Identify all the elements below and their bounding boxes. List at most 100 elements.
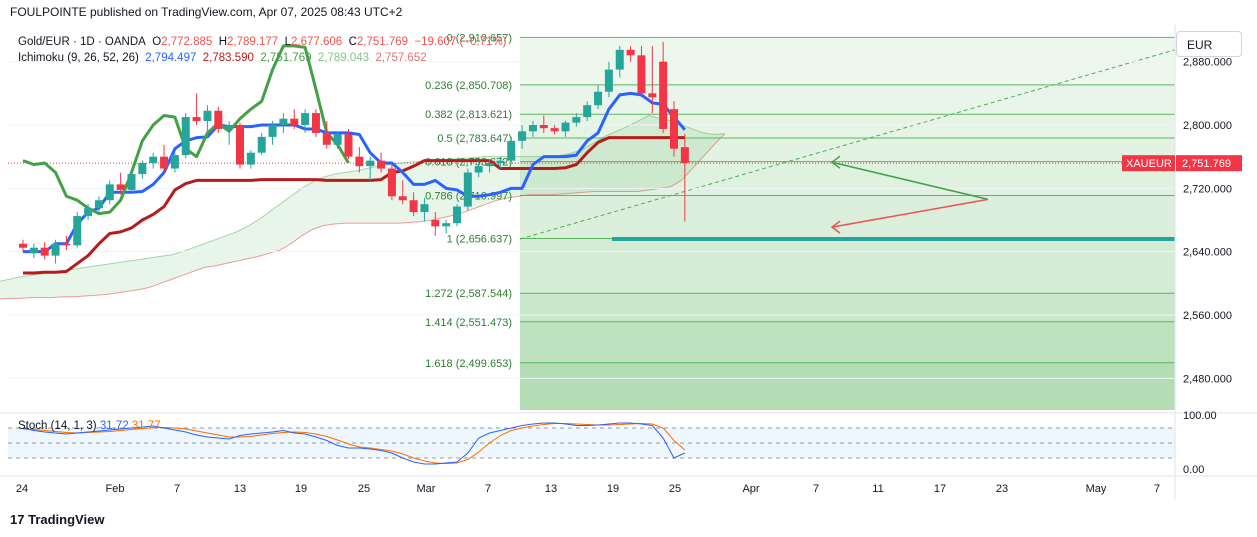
tradingview-logo[interactable]: 17 TradingView	[10, 512, 104, 527]
fib-label-1.414: 1.414 (2,551.473)	[425, 317, 512, 329]
stoch-d-line	[22, 422, 686, 465]
stoch-tick-label: 0.00	[1183, 464, 1204, 476]
green-arrowhead	[830, 155, 841, 169]
candle-body	[138, 163, 147, 175]
fib-trend-line	[519, 49, 1176, 240]
span-a-value: 2,789.043	[317, 52, 370, 64]
open-value: 2,772.885	[161, 36, 213, 48]
candle-body	[615, 49, 624, 70]
price-tick-label: 2,640.000	[1183, 247, 1232, 259]
candle-body	[680, 147, 689, 163]
candlestick-series	[19, 41, 689, 264]
candle-body	[203, 110, 212, 122]
candle-body	[604, 69, 613, 92]
low-label: L	[284, 36, 291, 48]
candle-body	[214, 110, 223, 129]
senkou-span-b	[0, 133, 726, 300]
candle-body	[377, 160, 386, 169]
green-arrow-line	[831, 161, 989, 201]
candle-body	[453, 206, 461, 224]
stoch-tick-label: 100.00	[1183, 410, 1217, 422]
symbol-title[interactable]: Gold/EUR · 1D · OANDA	[18, 36, 146, 48]
time-tick-label: May	[1086, 483, 1107, 495]
candle-body	[485, 163, 494, 167]
candle-body	[246, 152, 255, 165]
price-axis: 2,880.000 2,800.000 2,720.000 2,640.000 2,56…	[1122, 25, 1242, 500]
candle-body	[355, 156, 364, 167]
candle-body	[670, 109, 678, 149]
candle-body	[279, 118, 288, 125]
candle-body	[387, 168, 396, 197]
candle-body	[160, 156, 169, 169]
candle-body	[301, 113, 310, 125]
stoch-legend: Stoch (14, 1, 3) 31.72 31.77	[18, 420, 161, 432]
candle-body	[236, 125, 244, 165]
candle-body	[290, 118, 299, 125]
price-tick-label: 2,720.000	[1183, 183, 1232, 195]
time-tick-label: 23	[996, 483, 1008, 495]
candle-body	[518, 131, 527, 141]
candle-body	[192, 117, 201, 122]
symbol-legend: Gold/EUR · 1D · OANDA O2,772.885 H 2,789.…	[18, 34, 507, 66]
candle-body	[561, 122, 570, 132]
kijun-value: 2,783.590	[202, 52, 254, 64]
close-label: C	[348, 36, 357, 48]
tv-logo-icon: 17	[10, 512, 25, 527]
ichimoku-title[interactable]: Ichimoku (9, 26, 52, 26)	[18, 52, 139, 64]
candle-body	[333, 134, 342, 145]
fib-label-0: 0 (2,910.657)	[447, 32, 512, 44]
fib-label-0.236: 0.236 (2,850.708)	[425, 80, 512, 92]
candle-body	[594, 91, 603, 106]
candle-body	[420, 204, 429, 213]
candle-body	[127, 174, 136, 190]
candle-body	[149, 156, 158, 163]
candle-body	[463, 172, 472, 207]
time-tick-label: 7	[174, 483, 180, 495]
close-value: 2,751.769	[356, 36, 409, 48]
tv-brand-label: TradingView	[28, 512, 105, 527]
candle-body	[572, 117, 581, 123]
time-tick-label: 11	[872, 483, 883, 495]
tenkan-value: 2,794.497	[145, 52, 197, 64]
drawing-arrows	[612, 155, 1175, 241]
stochastic-pane: 100.00 0.00	[0, 410, 1257, 476]
span-b-value: 2,757.652	[375, 52, 427, 64]
candle-body	[29, 247, 38, 254]
candle-body	[442, 223, 451, 227]
fib-zone-0	[520, 37, 1175, 85]
candle-body	[116, 184, 125, 190]
time-tick-label: 7	[813, 483, 819, 495]
candle-body	[474, 166, 483, 173]
high-label: H	[218, 36, 228, 48]
fib-zone-tail	[520, 362, 1175, 410]
kijun-line	[23, 136, 685, 275]
candle-body	[257, 136, 266, 153]
candle-body	[40, 247, 49, 256]
fib-zone-1	[520, 238, 1175, 294]
currency-button[interactable]: EUR	[1176, 31, 1242, 57]
open-label: O	[152, 36, 162, 48]
stoch-k-line	[22, 422, 686, 465]
fib-label-0.382: 0.382 (2,813.621)	[425, 109, 512, 121]
time-tick-label: 25	[358, 483, 370, 495]
candle-body	[225, 125, 234, 129]
candle-body	[181, 117, 190, 156]
red-arrowhead	[830, 220, 841, 234]
fib-zone-0.618	[520, 161, 1175, 196]
candle-body	[84, 208, 93, 217]
stoch-title[interactable]: Stoch (14, 1, 3)	[18, 420, 97, 432]
tenkan-line	[23, 91, 686, 254]
fib-label-1: 1 (2,656.637)	[447, 233, 512, 245]
fib-zone-1.414	[520, 321, 1175, 363]
red-arrow-line	[831, 198, 989, 228]
low-value: 2,677.606	[291, 36, 343, 48]
candle-body	[311, 113, 320, 133]
stoch-band	[8, 428, 1175, 458]
time-tick-label: Mar	[417, 483, 436, 495]
candle-body	[398, 196, 407, 201]
senkou-span-a	[0, 114, 725, 282]
publisher-header: FOULPOINTE published on TradingView.com,…	[10, 5, 403, 19]
candle-body	[105, 184, 114, 201]
price-tick-label: 2,480.000	[1183, 373, 1232, 385]
